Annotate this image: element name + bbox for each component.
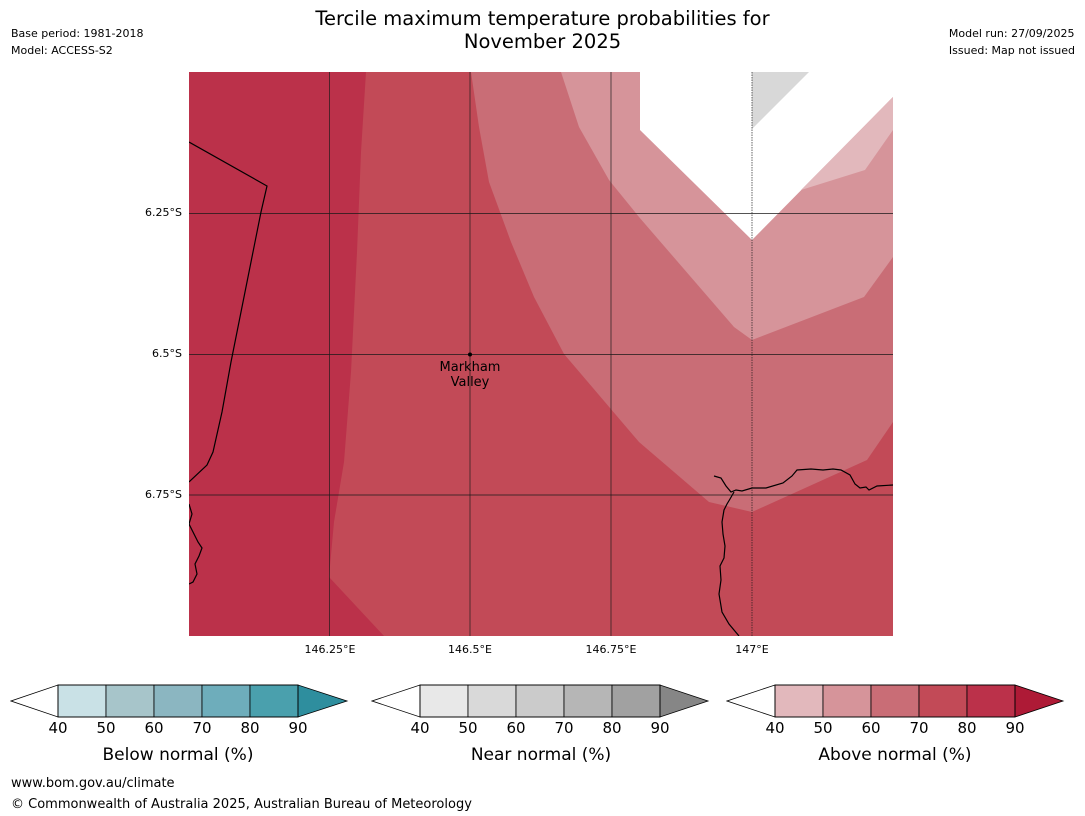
legend-near-normal-bar (371, 684, 710, 718)
header-left: Base period: 1981-2018 Model: ACCESS-S2 (11, 25, 143, 59)
lon-label-146-75: 146.75°E (585, 643, 637, 656)
near-bar-outline (419, 684, 661, 718)
near-max-end-triangle (659, 684, 710, 718)
near-cell-70-80 (563, 684, 613, 718)
near-open-end-triangle (371, 684, 421, 718)
coastline-south (718, 491, 740, 636)
below-open-end-triangle (10, 684, 59, 718)
above-tick-90: 90 (1005, 719, 1025, 737)
legend-near-title: Near normal (%) (470, 745, 612, 765)
above-tick-40: 40 (765, 719, 785, 737)
below-tick-50: 50 (96, 719, 116, 737)
above-cell-50-60 (822, 684, 872, 718)
above-tick-80: 80 (957, 719, 977, 737)
zone-above-40-50 (801, 97, 893, 190)
legend-below-title: Below normal (%) (102, 745, 254, 765)
legend-below-normal-bar (10, 684, 349, 718)
below-cell-40-50 (57, 684, 107, 718)
map-title: Tercile maximum temperature probabilitie… (0, 7, 1085, 53)
below-tick-40: 40 (48, 719, 68, 737)
below-tick-70: 70 (192, 719, 212, 737)
lon-label-147: 147°E (735, 643, 769, 656)
header-right: Model run: 27/09/2025 Issued: Map not is… (949, 25, 1075, 59)
graticule (189, 72, 893, 636)
below-cell-80-90 (249, 684, 299, 718)
lon-label-146-25: 146.25°E (304, 643, 356, 656)
below-tick-60: 60 (144, 719, 164, 737)
above-cell-80-90 (966, 684, 1016, 718)
west-coast-edge (189, 503, 203, 585)
near-tick-80: 80 (602, 719, 622, 737)
above-cell-70-80 (918, 684, 968, 718)
lon-label-146-5: 146.5°E (448, 643, 492, 656)
near-cell-60-70 (515, 684, 565, 718)
coastline-huon-gulf (713, 468, 893, 493)
title-line-2: November 2025 (463, 30, 622, 53)
near-cell-80-90 (611, 684, 661, 718)
footer-url: www.bom.gov.au/climate (11, 776, 175, 791)
near-tick-70: 70 (554, 719, 574, 737)
below-cell-70-80 (201, 684, 251, 718)
below-bar-outline (57, 684, 299, 718)
above-tick-60: 60 (861, 719, 881, 737)
legend-above-title: Above normal (%) (818, 745, 972, 765)
above-tick-70: 70 (909, 719, 929, 737)
footer: www.bom.gov.au/climate © Commonwealth of… (11, 773, 472, 815)
title-line-1: Tercile maximum temperature probabilitie… (315, 7, 770, 30)
near-tick-40: 40 (410, 719, 430, 737)
probability-map (189, 72, 893, 636)
legend-above-normal-bar (726, 684, 1065, 718)
markham-valley-marker (468, 352, 472, 357)
below-tick-90: 90 (288, 719, 308, 737)
place-name-line-2: Valley (450, 375, 490, 390)
near-tick-50: 50 (458, 719, 478, 737)
lat-label-6-75: 6.75°S (145, 488, 182, 501)
place-name-line-1: Markham (439, 360, 501, 375)
above-tick-50: 50 (813, 719, 833, 737)
below-cell-60-70 (153, 684, 203, 718)
below-cell-50-60 (105, 684, 155, 718)
near-tick-60: 60 (506, 719, 526, 737)
lat-label-6-5: 6.5°S (152, 347, 182, 360)
issued-text: Issued: Map not issued (948, 44, 1075, 57)
above-cell-60-70 (870, 684, 920, 718)
near-cell-40-50 (419, 684, 469, 718)
above-max-end-triangle (1014, 684, 1065, 718)
place-label-markham-valley: Markham Valley (425, 360, 515, 390)
base-period-text: Base period: 1981-2018 (11, 27, 144, 40)
model-text: Model: ACCESS-S2 (11, 44, 113, 57)
model-run-text: Model run: 27/09/2025 (948, 27, 1075, 40)
near-cell-50-60 (467, 684, 517, 718)
above-bar-outline (774, 684, 1016, 718)
below-tick-80: 80 (240, 719, 260, 737)
zone-near-normal (752, 72, 809, 129)
boundaries (189, 141, 893, 636)
above-cell-40-50 (774, 684, 824, 718)
above-open-end-triangle (726, 684, 776, 718)
lat-label-6-25: 6.25°S (145, 206, 182, 219)
province-border (189, 141, 268, 483)
below-max-end-triangle (297, 684, 349, 718)
zone-no-data (640, 72, 893, 240)
near-tick-90: 90 (650, 719, 670, 737)
footer-copyright: © Commonwealth of Australia 2025, Austra… (11, 797, 472, 812)
